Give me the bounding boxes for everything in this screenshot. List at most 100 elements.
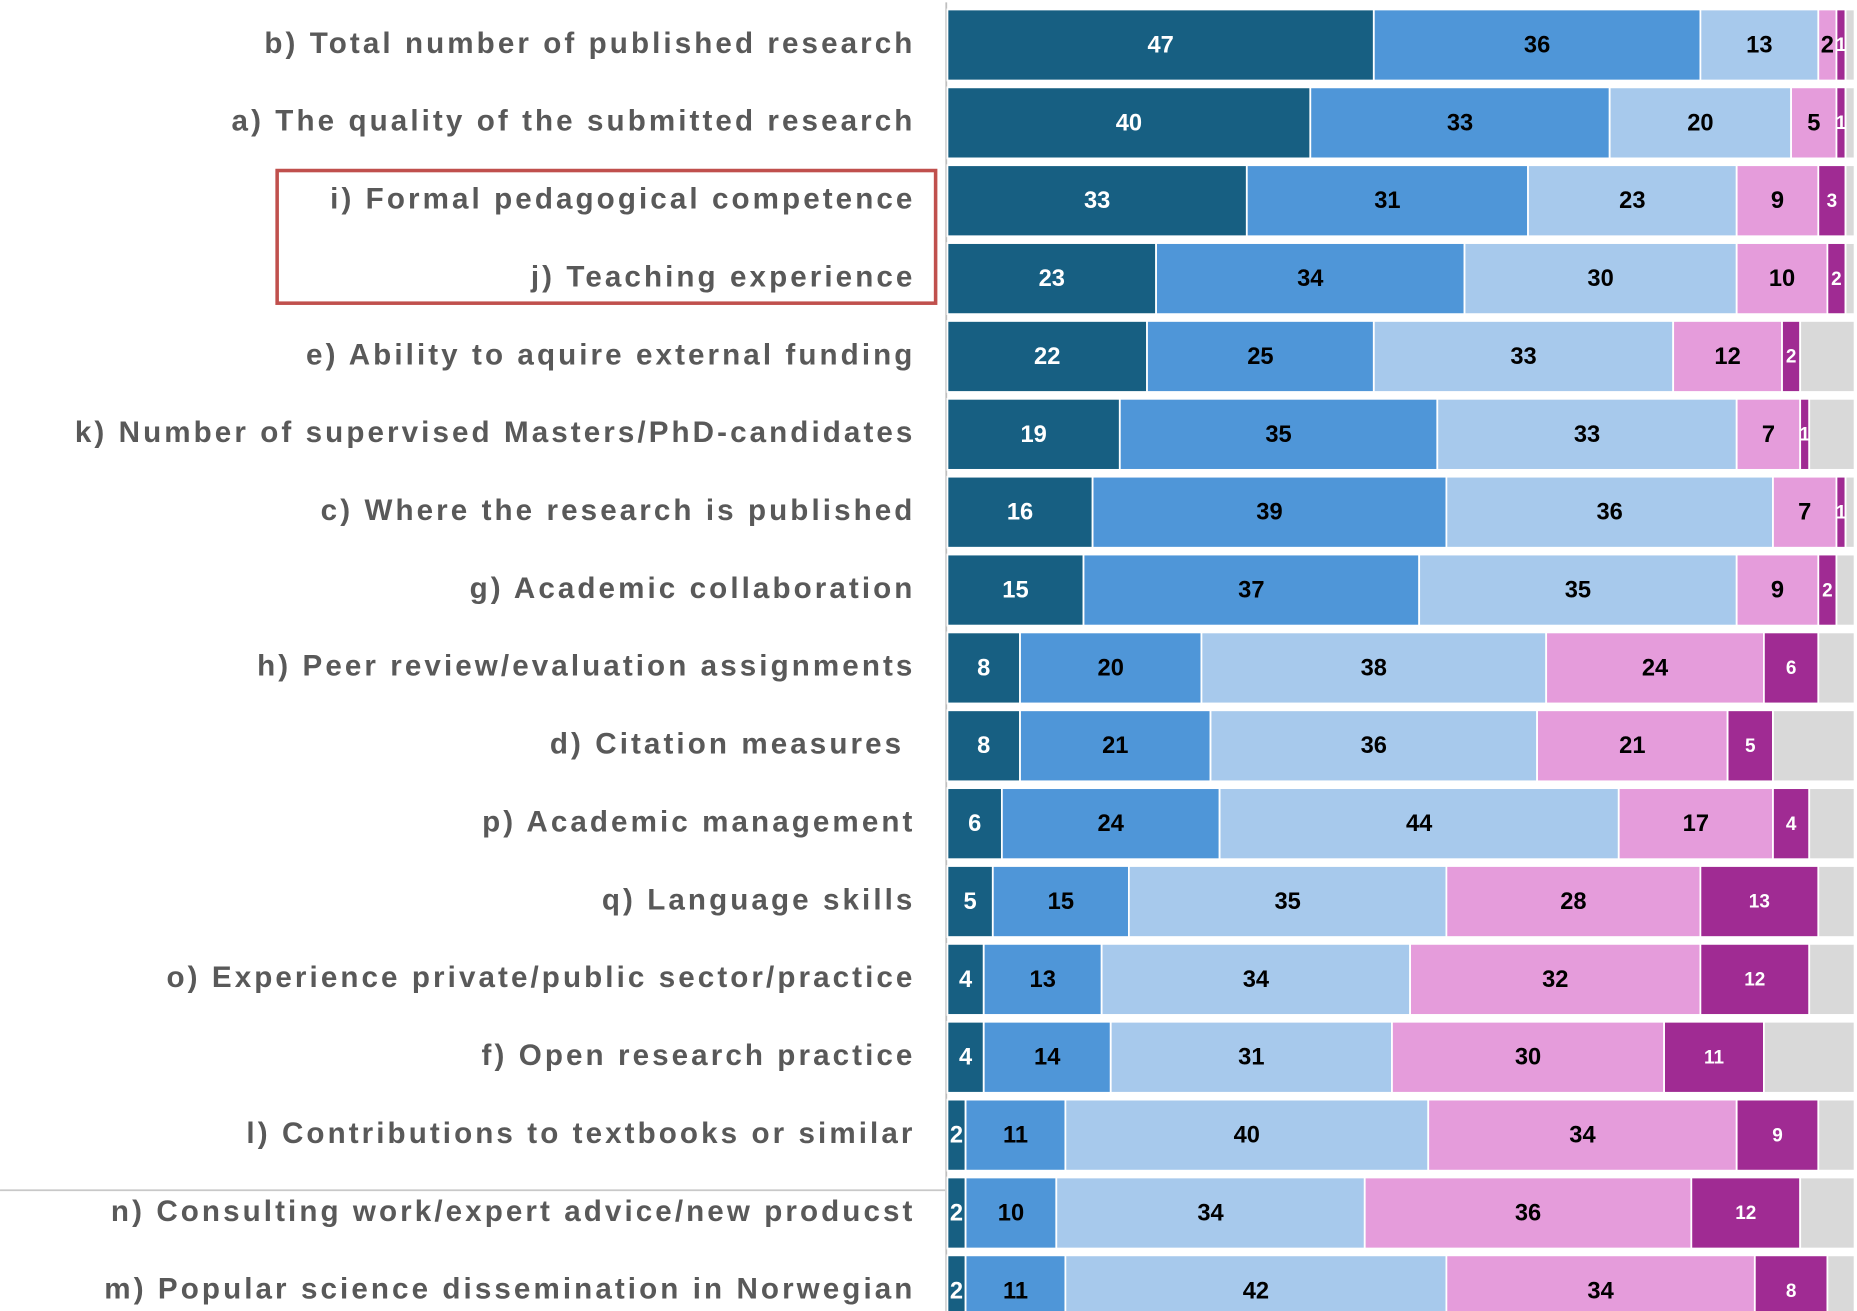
bar-segment xyxy=(1808,942,1856,1016)
bar-segment xyxy=(1763,1020,1856,1094)
bar-segment xyxy=(946,242,1157,316)
data-label: 4 xyxy=(959,1045,973,1071)
bar-segment xyxy=(1445,475,1774,549)
bar-segment xyxy=(1726,709,1774,783)
data-label: 34 xyxy=(1243,967,1270,993)
bar-segment xyxy=(946,942,985,1016)
bar-segment xyxy=(1418,553,1738,627)
bar-segment xyxy=(1608,86,1792,160)
bar-segment xyxy=(1436,397,1738,471)
data-label: 19 xyxy=(1020,422,1046,448)
data-label: 31 xyxy=(1374,188,1400,214)
bar-segment xyxy=(1109,1020,1393,1094)
data-label: 25 xyxy=(1247,344,1273,370)
data-label: 2 xyxy=(950,1278,963,1304)
data-label: 24 xyxy=(1098,811,1125,837)
data-label: 14 xyxy=(1034,1045,1061,1071)
highlight-box xyxy=(275,168,938,305)
bar-segment xyxy=(1019,631,1203,705)
data-label: 8 xyxy=(1786,1281,1797,1302)
bar-segment xyxy=(1064,1254,1448,1311)
data-label: 33 xyxy=(1084,188,1110,214)
bar-segment xyxy=(1844,8,1856,82)
data-label: 22 xyxy=(1034,344,1060,370)
category-label: d) Citation measures xyxy=(550,728,916,761)
data-label: 2 xyxy=(1822,580,1833,601)
data-label: 13 xyxy=(1030,967,1056,993)
category-label: f) Open research practice xyxy=(482,1039,916,1072)
bar-segment xyxy=(1672,320,1783,393)
data-label: 34 xyxy=(1569,1123,1596,1149)
data-label: 6 xyxy=(1786,658,1797,679)
data-label: 33 xyxy=(1510,344,1536,370)
category-label: m) Popular science dissemination in Norw… xyxy=(104,1273,915,1306)
category-label: o) Experience private/public sector/prac… xyxy=(167,961,916,994)
category-label: q) Language skills xyxy=(602,883,916,916)
data-label: 12 xyxy=(1735,1203,1756,1224)
data-label: 17 xyxy=(1683,811,1709,837)
data-label: 15 xyxy=(1002,578,1028,604)
data-label: 33 xyxy=(1447,110,1473,136)
bar-segment xyxy=(991,865,1130,938)
bar-segment xyxy=(1536,709,1729,783)
bar-segment xyxy=(1772,787,1811,861)
bar-segment xyxy=(964,1098,1067,1172)
data-label: 36 xyxy=(1597,500,1623,526)
bar-segment xyxy=(1753,1254,1829,1311)
bar-segment xyxy=(946,397,1121,471)
data-label: 8 xyxy=(977,733,990,759)
data-label: 32 xyxy=(1542,967,1568,993)
data-label: 33 xyxy=(1574,422,1600,448)
bar-segment xyxy=(1699,942,1811,1016)
bar-segment xyxy=(1082,553,1421,627)
bar-segment xyxy=(1799,320,1856,393)
category-label: p) Academic management xyxy=(482,805,915,838)
bars: 47 36 13 2 140 33 20 5 133 31 23 9 323 34 30 10 222 25 33 1… xyxy=(946,8,1856,1311)
data-label: 8 xyxy=(977,655,990,681)
bar-segment xyxy=(1245,164,1529,238)
data-label: 16 xyxy=(1007,500,1033,526)
data-label: 7 xyxy=(1798,500,1811,526)
bar-segment xyxy=(1372,8,1702,82)
category-label: l) Contributions to textbooks or similar xyxy=(246,1117,915,1150)
bar-segment xyxy=(1844,242,1856,316)
bar-segment xyxy=(1445,1254,1756,1311)
data-label: 9 xyxy=(1772,1125,1783,1146)
data-label: 12 xyxy=(1744,970,1765,991)
bar-segment xyxy=(1391,1020,1665,1094)
category-label: k) Number of supervised Masters/PhD-cand… xyxy=(75,416,916,449)
data-label: 2 xyxy=(950,1123,963,1149)
data-label: 40 xyxy=(1116,110,1142,136)
bar-segment xyxy=(1826,1254,1856,1311)
data-label: 4 xyxy=(1786,814,1797,835)
data-label: 40 xyxy=(1234,1123,1260,1149)
data-label: 12 xyxy=(1714,344,1740,370)
data-label: 30 xyxy=(1515,1045,1541,1071)
data-label: 3 xyxy=(1827,191,1838,212)
data-label: 10 xyxy=(998,1200,1024,1226)
bar-segment xyxy=(1091,475,1448,549)
category-label: i) Formal pedagogical competence xyxy=(330,183,915,216)
bar-segment xyxy=(1064,1098,1430,1172)
bar-segment xyxy=(946,1020,985,1094)
data-label: 11 xyxy=(1704,1047,1724,1068)
bar-segment xyxy=(1427,1098,1738,1172)
bar-segment xyxy=(1817,631,1856,705)
bar-segment xyxy=(1218,787,1620,861)
bar-segment xyxy=(1699,865,1820,938)
bar-segment xyxy=(1146,320,1375,393)
data-label: 7 xyxy=(1762,422,1775,448)
bar-segment xyxy=(946,475,1094,549)
bar-segment xyxy=(946,164,1248,238)
category-label: n) Consulting work/expert advice/new pro… xyxy=(111,1195,916,1228)
data-label: 35 xyxy=(1565,578,1591,604)
bar-segment xyxy=(1735,397,1802,471)
data-label: 24 xyxy=(1642,655,1669,681)
data-label: 13 xyxy=(1749,892,1770,913)
data-label: 11 xyxy=(1003,1123,1028,1149)
data-label: 1 xyxy=(1836,502,1847,523)
data-label: 21 xyxy=(1619,733,1645,759)
bar-segment xyxy=(1808,787,1856,861)
category-label: b) Total number of published research xyxy=(264,27,915,60)
